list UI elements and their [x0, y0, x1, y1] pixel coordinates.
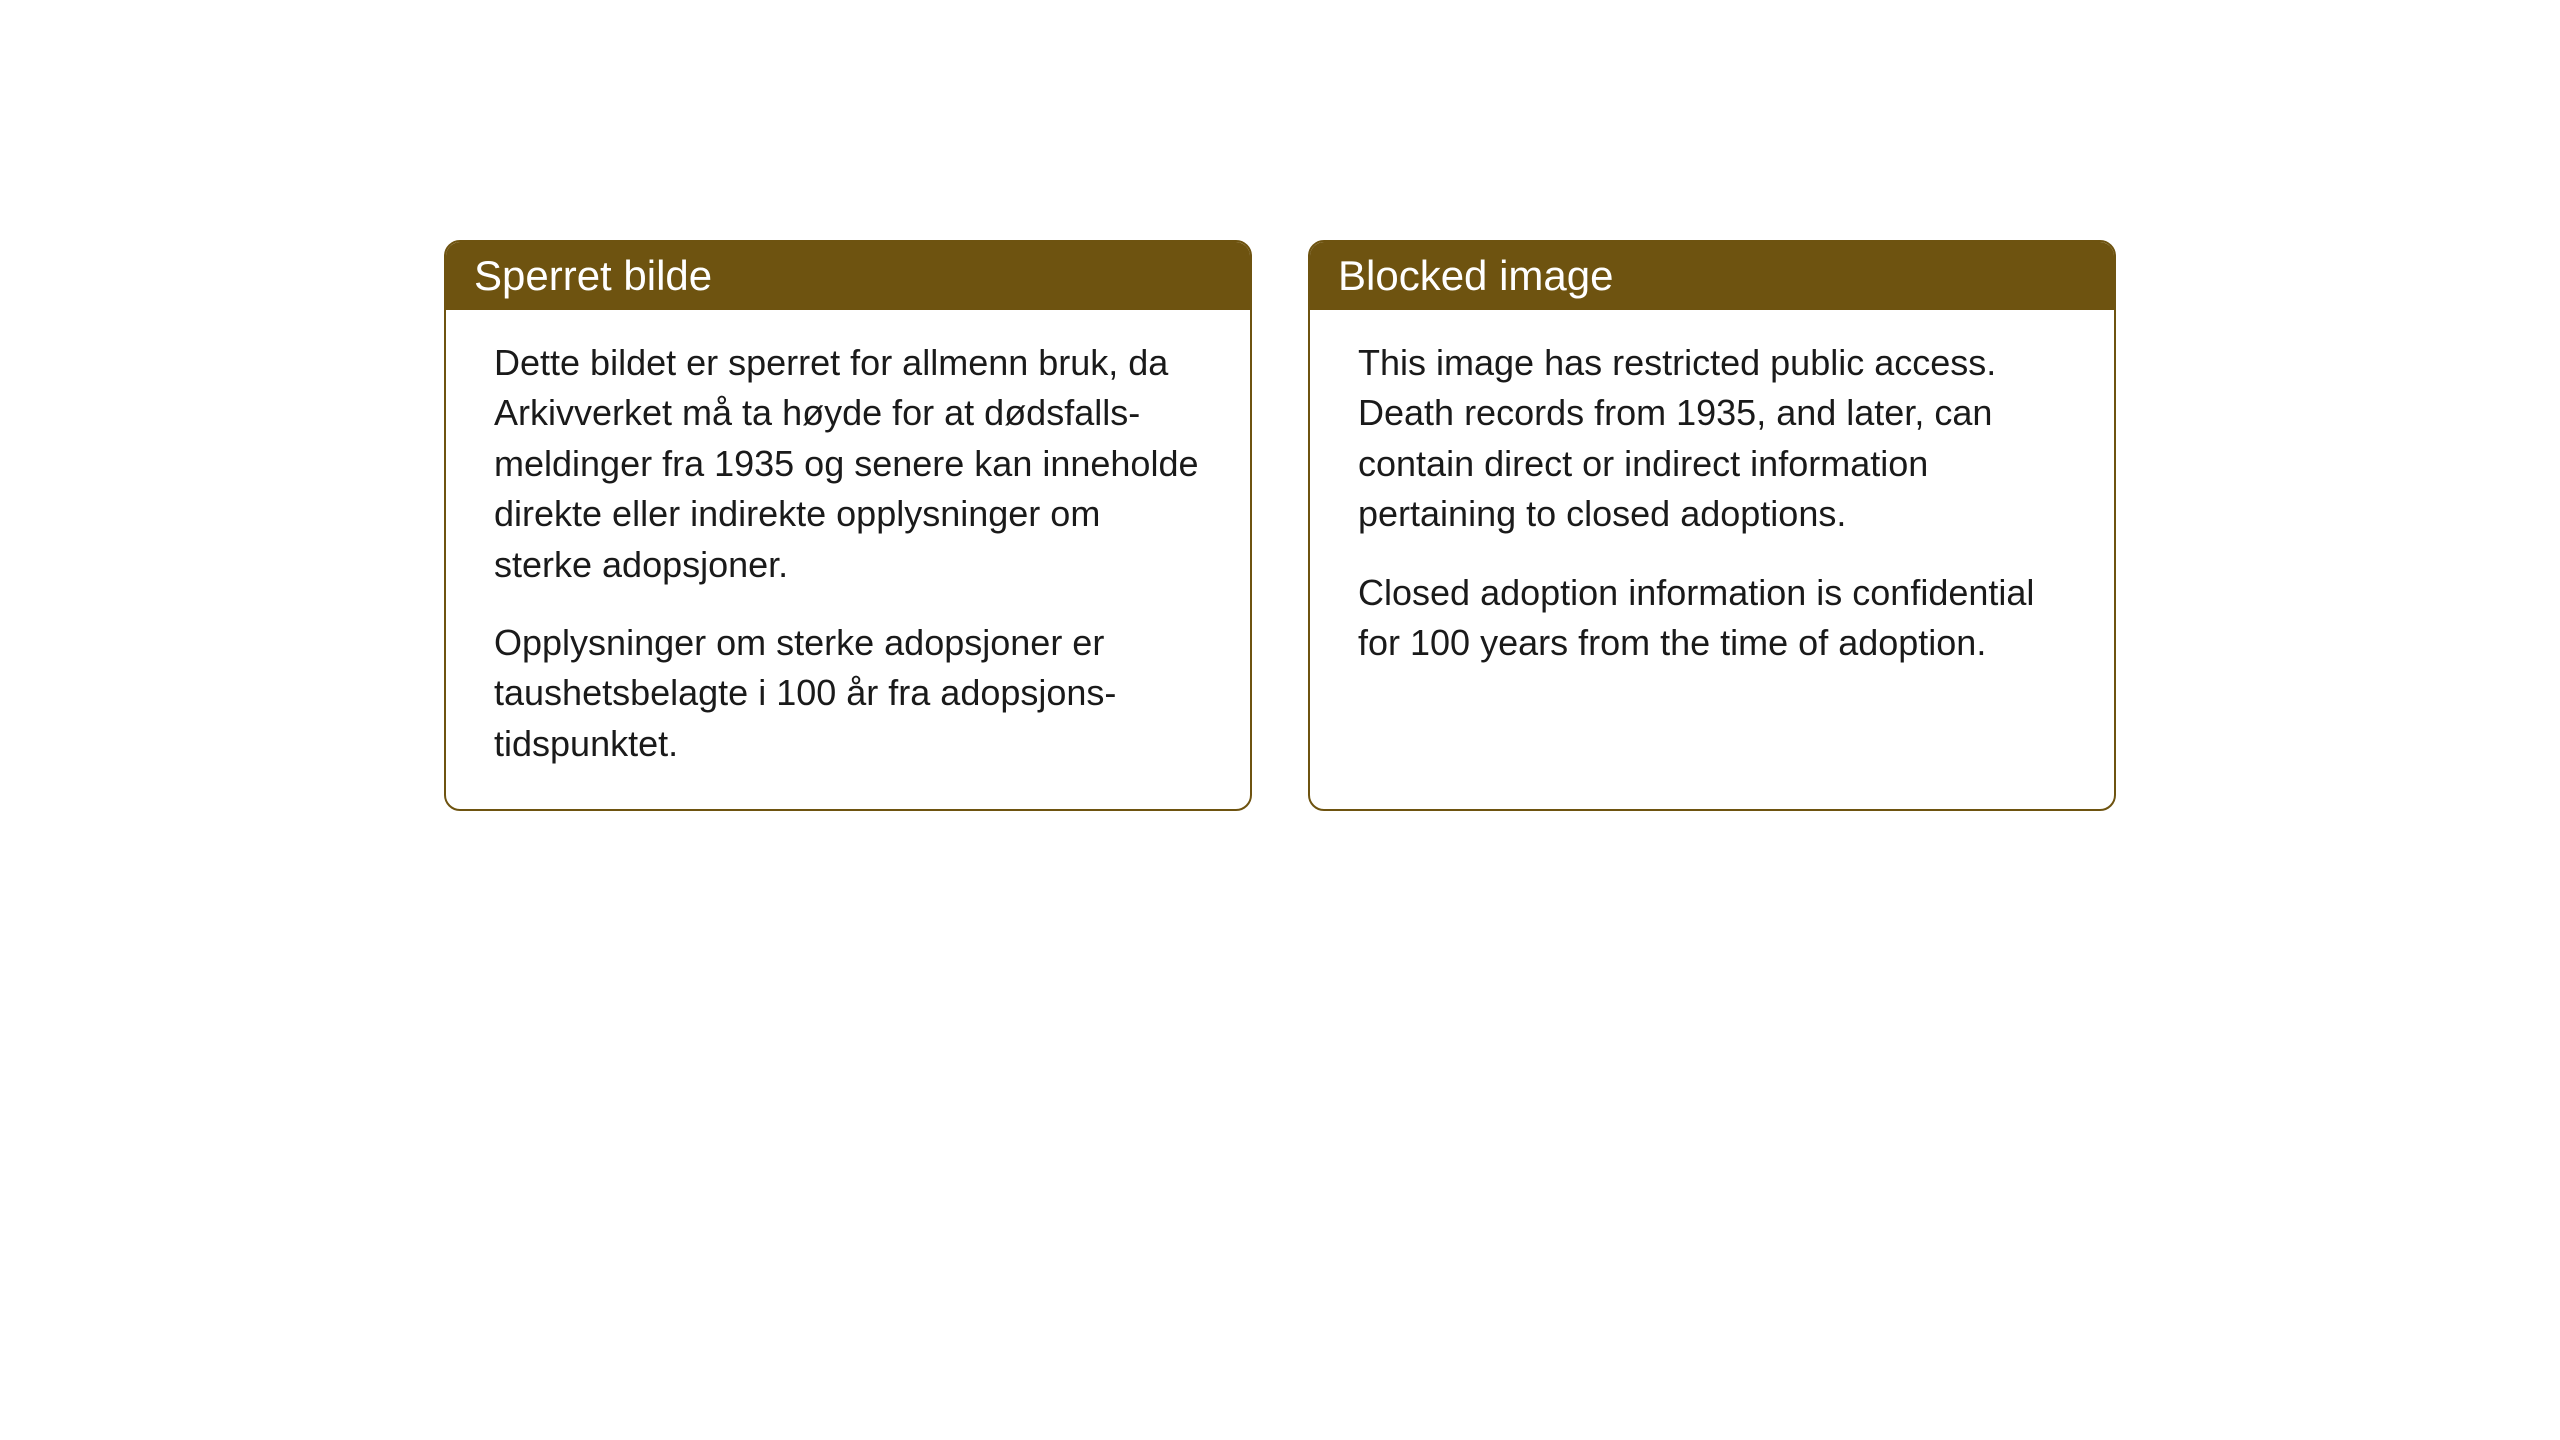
card-body-english: This image has restricted public access.… — [1310, 310, 2114, 708]
notice-card-norwegian: Sperret bilde Dette bildet er sperret fo… — [444, 240, 1252, 811]
card-paragraph-2-english: Closed adoption information is confident… — [1358, 568, 2066, 669]
notice-cards-container: Sperret bilde Dette bildet er sperret fo… — [444, 240, 2116, 811]
card-paragraph-1-english: This image has restricted public access.… — [1358, 338, 2066, 540]
notice-card-english: Blocked image This image has restricted … — [1308, 240, 2116, 811]
card-header-norwegian: Sperret bilde — [446, 242, 1250, 310]
card-title-english: Blocked image — [1338, 252, 1613, 299]
card-title-norwegian: Sperret bilde — [474, 252, 712, 299]
card-header-english: Blocked image — [1310, 242, 2114, 310]
card-paragraph-1-norwegian: Dette bildet er sperret for allmenn bruk… — [494, 338, 1202, 590]
card-paragraph-2-norwegian: Opplysninger om sterke adopsjoner er tau… — [494, 618, 1202, 769]
card-body-norwegian: Dette bildet er sperret for allmenn bruk… — [446, 310, 1250, 809]
